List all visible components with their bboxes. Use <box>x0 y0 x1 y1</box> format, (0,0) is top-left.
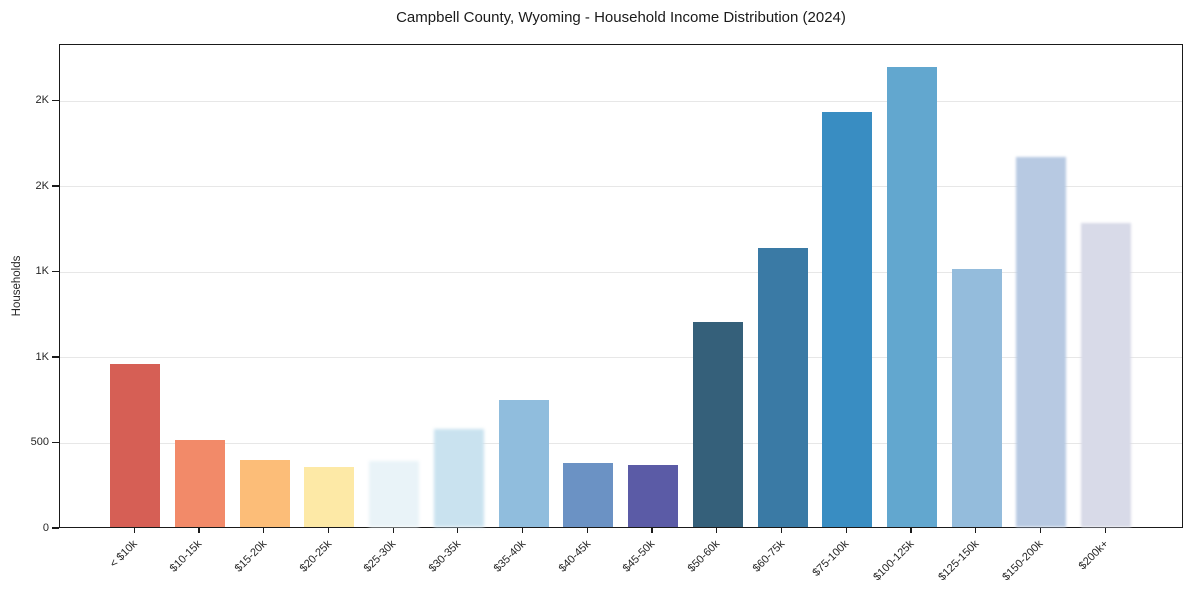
x-tick-label: $50-60k <box>685 538 723 575</box>
y-tick-mark <box>52 356 59 358</box>
x-tick-label: $10-15k <box>167 538 205 575</box>
x-tick-mark <box>910 528 912 533</box>
gridline <box>60 357 1182 359</box>
bar-50-60k <box>692 321 743 527</box>
bar-40-45k <box>563 462 614 527</box>
gridline <box>60 271 1182 273</box>
y-tick-label: 1K <box>35 265 49 278</box>
y-tick-label: 2K <box>35 179 49 192</box>
y-tick-mark <box>52 441 59 444</box>
y-tick-mark <box>52 527 59 529</box>
x-tick-mark <box>1039 528 1041 533</box>
x-tick-mark <box>651 528 653 533</box>
x-tick-mark <box>327 528 330 533</box>
y-tick-label: 500 <box>30 436 49 449</box>
plot-area <box>59 44 1183 528</box>
x-tick-label: $75-100k <box>810 538 852 579</box>
x-tick-label: $125-150k <box>935 538 982 584</box>
x-tick-mark <box>457 528 459 533</box>
chart-title: Campbell County, Wyoming - Household Inc… <box>396 9 846 26</box>
x-tick-mark <box>198 528 200 533</box>
x-tick-mark <box>780 528 783 533</box>
bar-60-75k <box>757 248 808 527</box>
x-tick-mark <box>522 528 524 533</box>
bar-15-20k <box>239 460 290 527</box>
x-tick-label: $100-125k <box>871 538 917 584</box>
x-tick-label: $20-25k <box>297 538 334 575</box>
x-tick-label: $60-75k <box>750 538 787 575</box>
x-tick-mark <box>975 528 977 533</box>
bar-100-125k <box>886 66 937 527</box>
bar-200k <box>1081 222 1132 527</box>
y-tick-label: 2K <box>35 94 49 107</box>
x-tick-mark <box>716 528 718 533</box>
x-tick-mark <box>1104 528 1106 533</box>
bar-20-25k <box>304 467 355 527</box>
bar-30-35k <box>433 428 484 527</box>
bar-10k <box>110 363 161 527</box>
x-tick-label: $40-45k <box>556 538 593 575</box>
gridline <box>60 442 1182 444</box>
x-tick-mark <box>392 528 394 533</box>
bar-25-30k <box>369 461 420 527</box>
x-tick-label: $15-20k <box>232 538 270 575</box>
bar-35-40k <box>498 400 549 527</box>
gridline <box>60 186 1182 188</box>
bar-45-50k <box>628 465 679 527</box>
x-tick-mark <box>133 528 135 533</box>
x-tick-label: $200k+ <box>1076 538 1111 573</box>
bar-125-150k <box>951 268 1002 527</box>
x-tick-label: $30-35k <box>426 538 464 575</box>
x-tick-mark <box>586 528 588 533</box>
gridline <box>60 100 1182 102</box>
x-tick-mark <box>845 528 847 533</box>
y-tick-label: 1K <box>35 350 49 363</box>
y-tick-label: 0 <box>42 522 49 534</box>
bar-75-100k <box>822 112 873 527</box>
y-tick-mark <box>52 270 59 273</box>
y-tick-mark <box>52 99 59 102</box>
x-tick-mark <box>263 528 265 533</box>
x-tick-label: $25-30k <box>362 538 399 575</box>
bar-10-15k <box>175 439 226 527</box>
x-tick-label: $150-200k <box>1000 538 1046 584</box>
x-tick-label: < $10k <box>107 538 140 571</box>
y-tick-mark <box>52 185 59 187</box>
x-tick-label: $35-40k <box>491 538 529 575</box>
bar-150-200k <box>1016 156 1067 527</box>
x-tick-label: $45-50k <box>620 538 658 575</box>
